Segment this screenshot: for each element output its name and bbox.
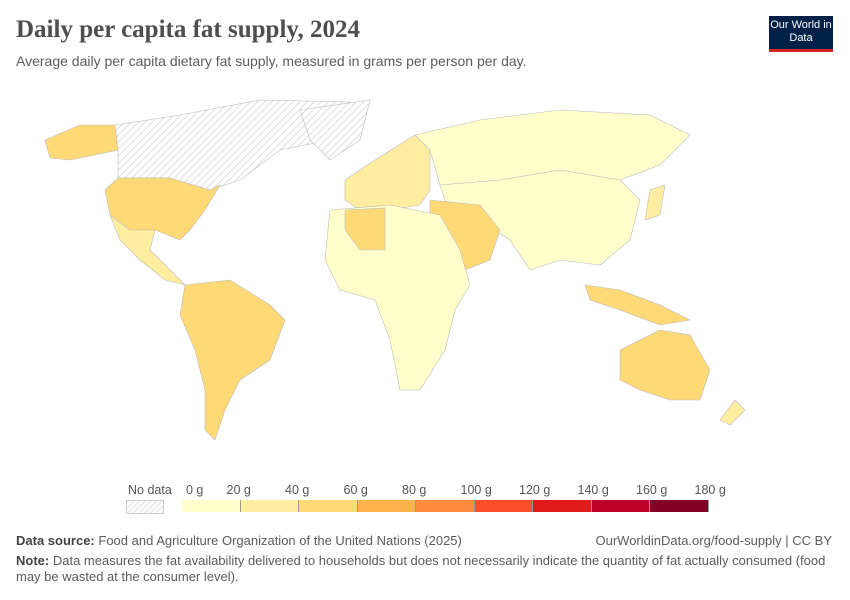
legend-tick-label: 40 g <box>285 483 310 497</box>
note-text: Data measures the fat availability deliv… <box>16 553 826 584</box>
note-label: Note: <box>16 553 50 568</box>
owid-logo[interactable]: Our World in Data <box>769 16 833 52</box>
legend-no-data-swatch <box>126 500 164 514</box>
region-north-africa[interactable] <box>344 207 386 251</box>
subtitle: Average daily per capita dietary fat sup… <box>16 53 527 69</box>
legend-tick-label: 60 g <box>343 483 368 497</box>
region-mexico-central-america[interactable] <box>109 214 186 286</box>
legend-tick-label: 160 g <box>636 483 668 497</box>
region-greenland[interactable] <box>299 99 371 161</box>
region-south-america[interactable] <box>179 279 286 441</box>
legend-swatch[interactable] <box>533 500 592 512</box>
page-title: Daily per capita fat supply, 2024 <box>16 16 361 43</box>
region-australia[interactable] <box>619 329 711 401</box>
legend-swatch[interactable] <box>240 500 299 512</box>
region-canada[interactable] <box>114 99 351 191</box>
legend-no-data-label: No data <box>128 483 172 497</box>
legend-swatch[interactable] <box>474 500 533 512</box>
legend-tick-label: 120 g <box>519 483 551 497</box>
legend-swatch[interactable] <box>182 500 241 512</box>
region-japan[interactable] <box>644 184 666 221</box>
region-southeast-asia[interactable] <box>584 284 691 326</box>
region-alaska[interactable] <box>44 124 119 161</box>
world-map <box>44 99 746 441</box>
legend-tick-label: 180 g <box>694 483 726 497</box>
legend-swatch[interactable] <box>591 500 650 512</box>
legend-swatch[interactable] <box>650 500 709 512</box>
legend-tick-label: 20 g <box>226 483 251 497</box>
source-label: Data source: <box>16 533 95 548</box>
legend-tick-label: 0 g <box>186 483 204 497</box>
region-russia[interactable] <box>414 109 691 186</box>
legend-swatch[interactable] <box>357 500 416 512</box>
note: Note: Data measures the fat availability… <box>16 553 836 585</box>
region-new-zealand[interactable] <box>719 399 746 426</box>
legend-swatch[interactable] <box>416 500 475 512</box>
region-usa[interactable] <box>104 177 221 241</box>
source-url[interactable]: OurWorldinData.org/food-supply | CC BY <box>595 533 832 548</box>
legend-tick-label: 100 g <box>460 483 492 497</box>
legend-swatch[interactable] <box>299 500 358 512</box>
data-source: Data source: Food and Agriculture Organi… <box>16 533 462 548</box>
source-text[interactable]: Food and Agriculture Organization of the… <box>98 533 462 548</box>
legend-tick-label: 80 g <box>402 483 427 497</box>
region-europe[interactable] <box>344 134 431 211</box>
region-africa[interactable] <box>324 204 471 391</box>
legend-tick-label: 140 g <box>577 483 609 497</box>
